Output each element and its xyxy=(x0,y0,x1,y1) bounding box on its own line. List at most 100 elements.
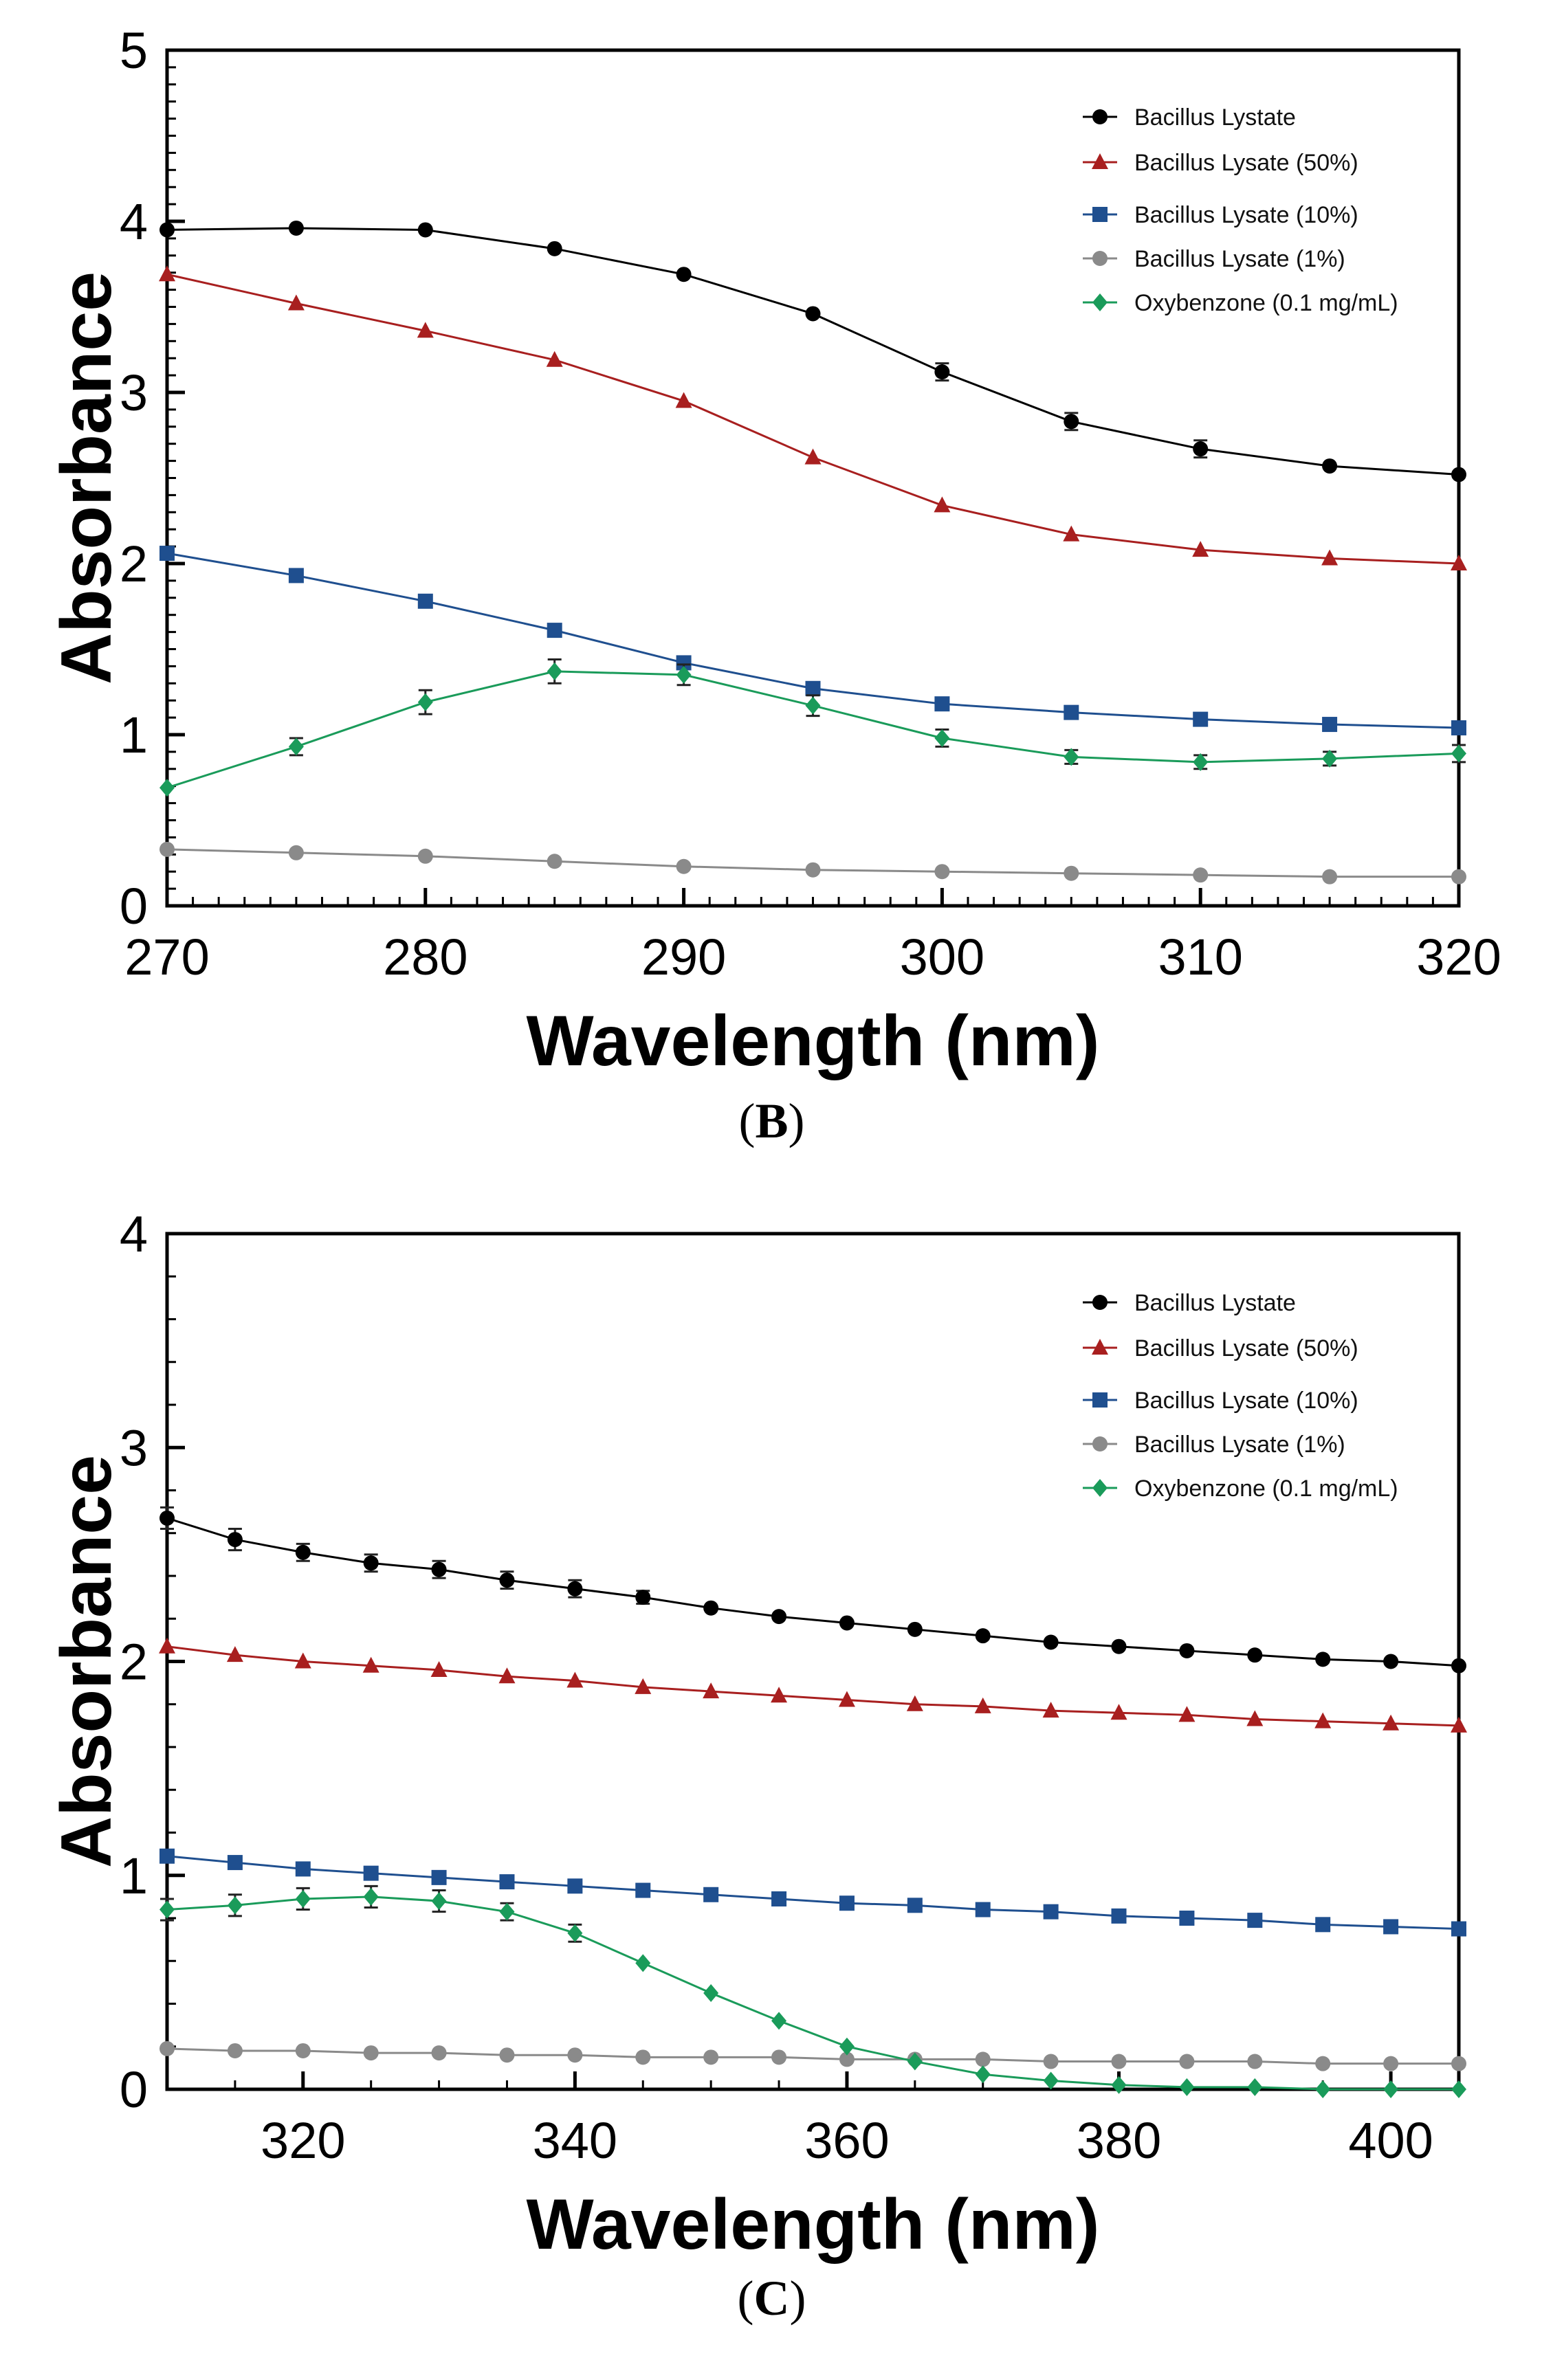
legend-item-bacillus-lysate-10: Bacillus Lysate (10%) xyxy=(1083,202,1358,228)
data-point xyxy=(676,655,692,671)
data-point xyxy=(1043,1634,1059,1650)
tick-labels: 320 340 360 380 400 0 1 2 3 4 xyxy=(120,1205,1433,2169)
x-tick-label: 290 xyxy=(641,928,726,986)
x-tick-label: 380 xyxy=(1077,2112,1161,2169)
data-point xyxy=(1179,1643,1195,1658)
data-point xyxy=(159,1637,175,1654)
series-line xyxy=(166,1855,1460,1931)
data-point xyxy=(1451,1716,1467,1733)
panel-label-close: ) xyxy=(789,1093,805,1148)
data-point xyxy=(1314,1712,1332,1728)
y-tick-label: 5 xyxy=(120,22,148,79)
series-oxybenzone-0-1-mg-ml xyxy=(159,658,1466,797)
data-point xyxy=(1247,1647,1263,1663)
data-point xyxy=(431,2045,447,2061)
data-point xyxy=(1321,549,1339,566)
y-tick-label: 0 xyxy=(120,878,148,935)
y-axis-title: Absorbance xyxy=(47,1455,126,1868)
x-tick-label: 340 xyxy=(533,2112,617,2169)
data-point xyxy=(1247,2054,1263,2069)
data-point xyxy=(1064,748,1079,766)
data-point xyxy=(1063,525,1080,542)
data-point xyxy=(805,696,821,715)
data-point xyxy=(417,222,433,238)
series-line xyxy=(166,1517,1460,1667)
data-point xyxy=(635,1954,651,1972)
data-point xyxy=(567,1581,583,1597)
data-point xyxy=(547,623,562,638)
data-point xyxy=(1322,717,1338,733)
legend-marker xyxy=(1092,293,1108,311)
data-point xyxy=(1193,441,1209,457)
data-point xyxy=(839,2037,855,2056)
legend-label: Bacillus Lystate xyxy=(1134,1290,1296,1316)
panel-label: (B) xyxy=(739,1093,805,1148)
data-point xyxy=(1451,720,1466,736)
y-axis-title: Absorbance xyxy=(47,271,126,685)
legend: Bacillus Lystate Bacillus Lysate (50%) Bac… xyxy=(1083,104,1398,316)
data-point xyxy=(1110,1704,1127,1720)
data-point xyxy=(676,858,692,874)
legend-marker xyxy=(1092,1436,1108,1452)
data-point xyxy=(1247,2078,1263,2096)
legend-label: Bacillus Lystate xyxy=(1134,104,1296,131)
data-point xyxy=(1322,749,1338,768)
data-point xyxy=(975,2051,991,2067)
data-point xyxy=(431,1892,447,1911)
data-point xyxy=(906,1695,923,1711)
data-point xyxy=(804,448,822,465)
data-point xyxy=(1193,867,1209,883)
data-point xyxy=(288,737,304,756)
data-point xyxy=(771,2049,787,2065)
data-point xyxy=(975,1902,991,1917)
data-point xyxy=(431,1561,447,1577)
data-point xyxy=(1179,2078,1195,2096)
legend-marker xyxy=(1092,1479,1108,1497)
legend-marker xyxy=(1092,1295,1108,1310)
data-point xyxy=(288,845,304,860)
tick-labels: 270 280 290 300 310 320 0 1 2 3 4 5 xyxy=(120,22,1501,986)
series-bacillus-lysate-1 xyxy=(159,2040,1466,2071)
x-tick-label: 360 xyxy=(804,2112,889,2169)
data-point xyxy=(703,1682,720,1699)
data-point xyxy=(1383,1654,1399,1669)
series-line xyxy=(166,2047,1459,2065)
data-point xyxy=(1383,2056,1399,2071)
panel-label-open: ( xyxy=(739,1093,756,1148)
data-point xyxy=(547,241,562,256)
data-point xyxy=(159,2040,175,2056)
data-point xyxy=(431,1869,447,1885)
data-point xyxy=(547,662,562,680)
data-point xyxy=(295,2043,311,2058)
data-point xyxy=(159,841,175,857)
data-point xyxy=(1451,1658,1466,1673)
data-point xyxy=(675,392,692,408)
data-point xyxy=(499,1902,515,1921)
data-point xyxy=(1322,869,1338,885)
legend-marker xyxy=(1092,153,1108,169)
panel-b: 270 280 290 300 310 320 0 1 2 3 4 5 Bacillus Lystat… xyxy=(47,22,1501,1148)
data-point xyxy=(287,294,305,311)
data-point xyxy=(430,1660,448,1677)
series-oxybenzone-0-1-mg-ml xyxy=(159,1884,1466,2098)
legend-item-bacillus-lysate-50: Bacillus Lysate (50%) xyxy=(1083,1335,1358,1361)
data-point xyxy=(703,1887,719,1902)
legend-label: Bacillus Lysate (50%) xyxy=(1134,150,1358,176)
data-point xyxy=(907,1621,923,1637)
data-point xyxy=(1451,2080,1466,2098)
y-tick-label: 4 xyxy=(120,1205,148,1263)
data-point xyxy=(1383,1714,1400,1731)
data-point xyxy=(363,2045,379,2061)
data-point xyxy=(1451,744,1466,763)
legend-item-bacillus-lysate-10: Bacillus Lysate (10%) xyxy=(1083,1388,1358,1414)
legend-item-bacillus-lysate-1: Bacillus Lysate (1%) xyxy=(1083,1432,1345,1458)
x-tick-label: 320 xyxy=(1416,928,1501,986)
data-point xyxy=(1111,1908,1127,1924)
panel-label-open: ( xyxy=(738,2271,754,2326)
data-point xyxy=(363,1555,379,1571)
data-point xyxy=(1111,2054,1127,2069)
data-point xyxy=(771,2012,787,2030)
x-tick-label: 300 xyxy=(900,928,984,986)
data-point xyxy=(499,1572,515,1588)
